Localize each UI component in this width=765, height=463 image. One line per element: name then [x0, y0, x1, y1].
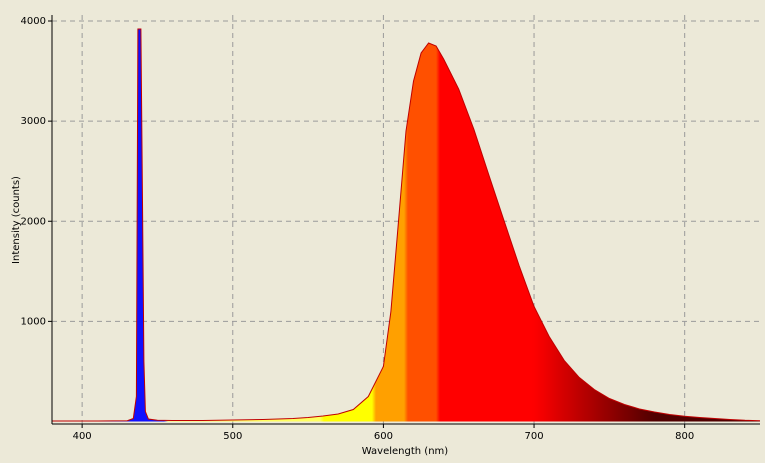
y-tick-label: 3000 [21, 116, 46, 127]
x-tick-label: 500 [223, 431, 242, 442]
y-tick-label: 1000 [21, 316, 46, 327]
y-tick-label: 2000 [21, 216, 46, 227]
y-axis-label: Intensity (counts) [11, 176, 22, 264]
x-tick-label: 700 [524, 431, 543, 442]
y-tick-label: 4000 [21, 16, 46, 27]
x-axis-label: Wavelength (nm) [362, 446, 448, 457]
x-tick-label: 600 [374, 431, 393, 442]
spectrum-fill [52, 29, 760, 422]
spectrum-line [52, 28, 761, 422]
x-tick-label: 400 [73, 431, 92, 442]
x-tick-label: 800 [675, 431, 694, 442]
plot-area: 400 500 600 700 800 1000 2000 3000 4000 [21, 15, 761, 442]
